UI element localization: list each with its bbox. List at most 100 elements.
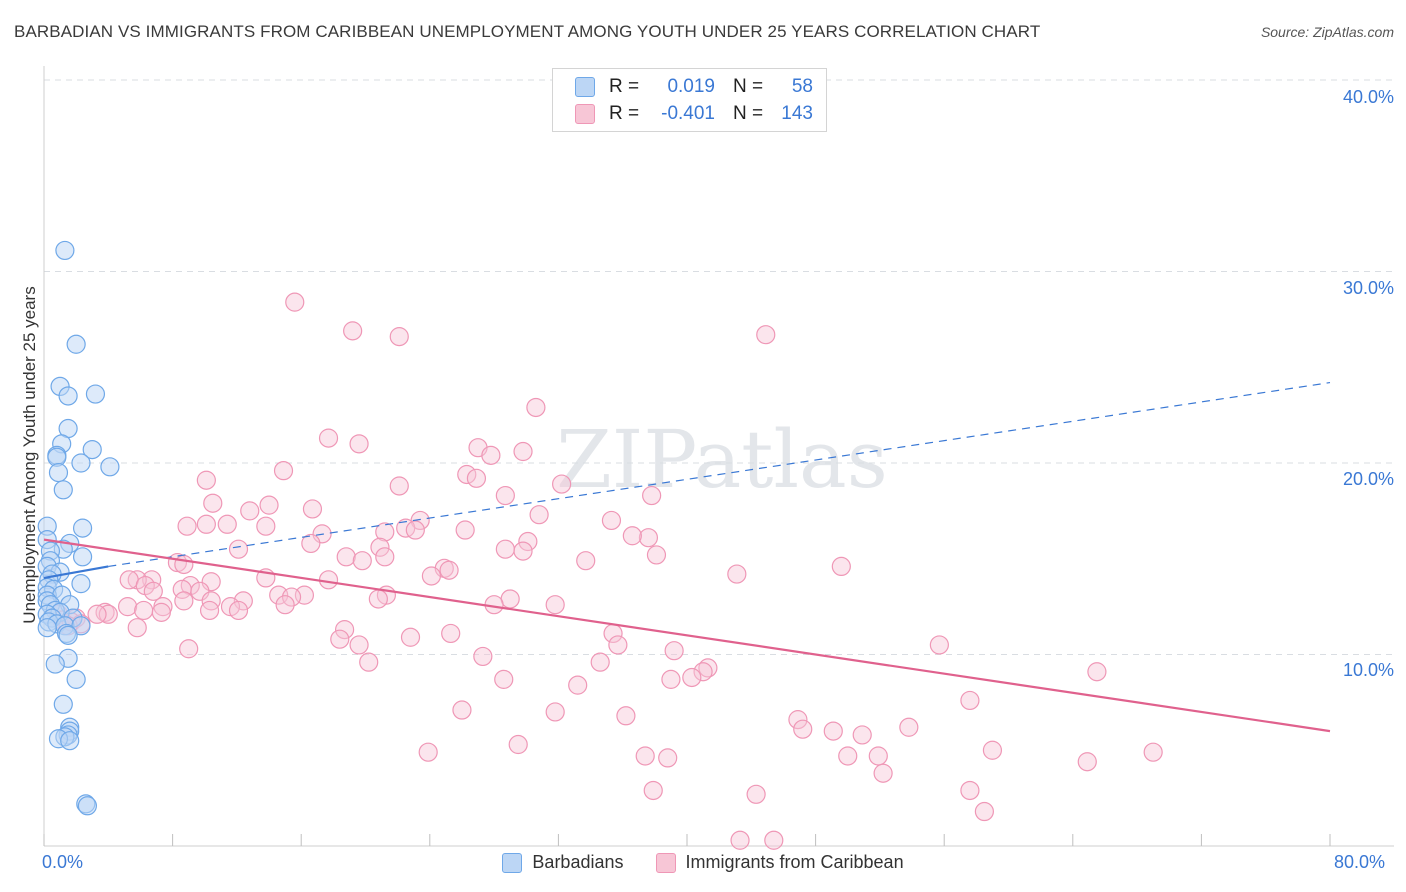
caribbean-point [301, 533, 321, 554]
caribbean-point [658, 748, 678, 768]
caribbean-point [495, 539, 515, 559]
caribbean-point [389, 476, 409, 496]
caribbean-point [508, 734, 528, 755]
legend-swatch-blue [575, 77, 595, 97]
caribbean-point [545, 702, 565, 722]
caribbean-point [375, 522, 395, 542]
caribbean-point [405, 520, 425, 540]
legend-item-caribbean[interactable]: Immigrants from Caribbean [655, 852, 904, 873]
caribbean-point [682, 667, 702, 688]
barbadian-point [53, 694, 73, 714]
watermark: ZIPatlas [556, 413, 888, 506]
legend-swatch-blue [502, 852, 523, 873]
caribbean-point [87, 604, 107, 624]
correlation-legend: R = 0.019 N = 58 R = -0.401 N = 143 [552, 68, 827, 132]
caribbean-point [635, 746, 655, 766]
caribbean-point [616, 706, 636, 726]
y-tick-10: 10.0% [1342, 660, 1394, 680]
caribbean-point [793, 719, 813, 739]
y-tick-30: 30.0% [1342, 278, 1394, 298]
caribbean-point [421, 566, 442, 586]
caribbean-point [873, 763, 893, 783]
caribbean-point [349, 434, 369, 454]
legend-swatch-pink [655, 852, 676, 873]
caribbean-point [439, 560, 459, 580]
barbadian-point [77, 796, 98, 816]
caribbean-point [117, 597, 138, 617]
caribbean-point [693, 662, 713, 682]
caribbean-point [526, 397, 546, 418]
caribbean-point [256, 516, 276, 536]
caribbean-point [240, 501, 260, 521]
barbadian-point [58, 386, 78, 406]
caribbean-point [852, 725, 872, 745]
legend-label-caribbean: Immigrants from Caribbean [685, 852, 904, 872]
caribbean-point [318, 428, 339, 448]
caribbean-point [452, 700, 472, 720]
caribbean-point [196, 514, 216, 534]
caribbean-point [201, 591, 221, 611]
axes [43, 66, 1394, 847]
barbadian-point [71, 574, 91, 594]
caribbean-point [622, 526, 642, 546]
caribbean-point [638, 528, 659, 548]
caribbean-point [217, 514, 237, 534]
caribbean-point [764, 830, 784, 850]
legend-item-barbadians[interactable]: Barbadians [502, 852, 624, 873]
caribbean-point [343, 321, 363, 341]
caribbean-point [134, 600, 154, 621]
caribbean-point [375, 547, 395, 567]
caribbean-point [418, 742, 438, 762]
caribbean-point [960, 780, 980, 801]
legend-n-label: N = [733, 76, 764, 97]
caribbean-point [275, 595, 295, 615]
caribbean-point [196, 470, 216, 490]
caribbean-point [500, 589, 520, 609]
barbadian-point [60, 731, 80, 751]
caribbean-point [174, 591, 194, 611]
y-tick-20: 20.0% [1342, 469, 1394, 489]
caribbean-point [259, 495, 279, 515]
caribbean-point [473, 646, 493, 667]
caribbean-point [982, 740, 1003, 760]
caribbean-point [974, 801, 994, 822]
caribbean-point [730, 830, 750, 850]
caribbean-point [899, 717, 919, 737]
barbadian-point [37, 618, 57, 638]
barbadian-point [72, 518, 93, 538]
caribbean-point [529, 505, 549, 525]
legend-n-value: 58 [791, 76, 813, 97]
caribbean-point [608, 635, 628, 655]
caribbean-point [98, 604, 118, 624]
legend-r-value: -0.401 [661, 103, 715, 124]
caribbean-point [513, 441, 533, 462]
caribbean-points [48, 292, 1163, 850]
caribbean-point [396, 518, 416, 538]
caribbean-point [455, 520, 475, 540]
caribbean-point [1143, 742, 1163, 762]
caribbean-point [481, 445, 501, 465]
caribbean-point [389, 327, 409, 347]
legend-row-caribbean: R = -0.401 N = 143 [575, 102, 813, 126]
barbadian-point [85, 384, 106, 404]
legend-r-label: R = [609, 103, 640, 124]
caribbean-point [643, 780, 663, 801]
caribbean-point [576, 551, 596, 571]
caribbean-point [746, 784, 766, 804]
legend-n-value: 143 [781, 103, 813, 124]
caribbean-point [838, 746, 858, 766]
chart-title: BARBADIAN VS IMMIGRANTS FROM CARIBBEAN U… [14, 22, 1041, 41]
x-tick-min: 0.0% [42, 852, 84, 872]
caribbean-point [441, 623, 461, 644]
caribbean-point [302, 499, 323, 519]
caribbean-point [228, 539, 249, 559]
barbadian-trend-dashed [108, 381, 1331, 568]
caribbean-point [494, 669, 514, 689]
caribbean-point [590, 652, 610, 672]
barbadian-point [53, 480, 73, 500]
caribbean-point [330, 629, 350, 649]
caribbean-point [349, 635, 369, 655]
barbadian-point [66, 669, 86, 689]
caribbean-point [868, 746, 888, 766]
